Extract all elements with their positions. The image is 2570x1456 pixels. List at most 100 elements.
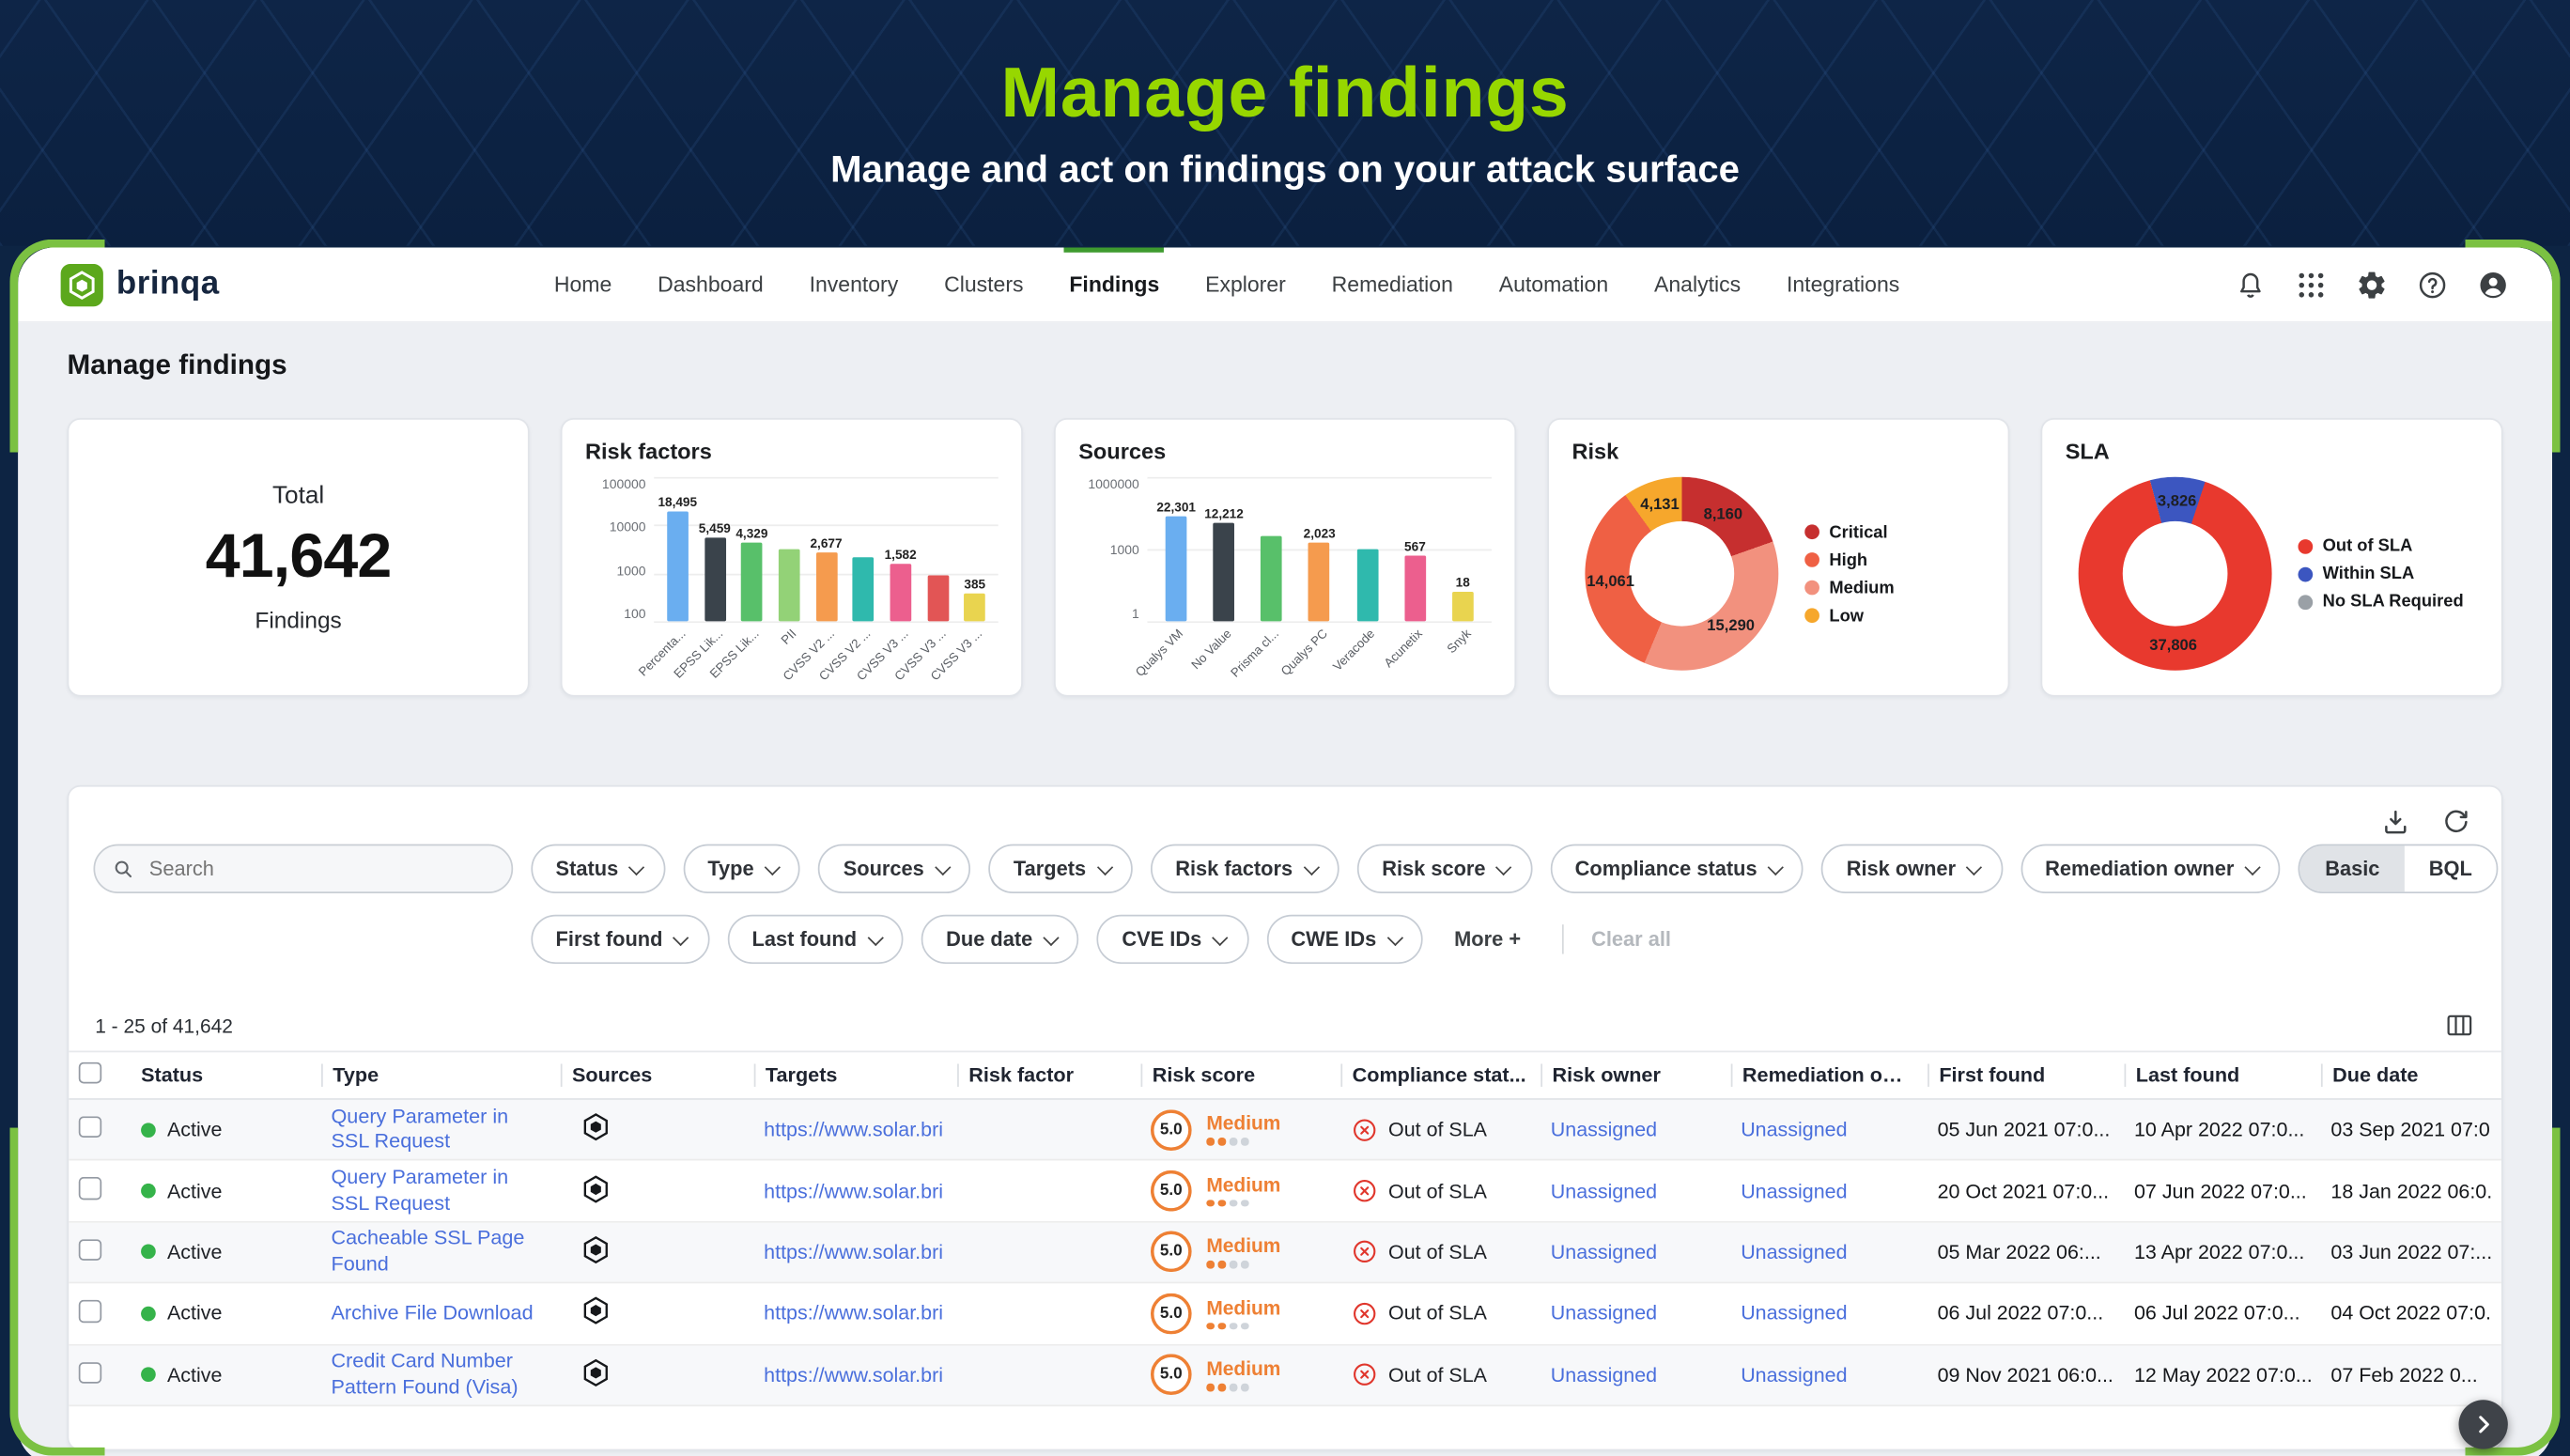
risk-legend: Critical High Medium Low [1804, 522, 1895, 626]
filter-chip-risk-score[interactable]: Risk score [1357, 844, 1533, 894]
filter-chip-due-date[interactable]: Due date [921, 914, 1080, 965]
brinqa-logo[interactable]: brinqa [60, 263, 220, 306]
nav-item-automation[interactable]: Automation [1498, 271, 1609, 297]
column-header-targets[interactable]: Targets [753, 1063, 957, 1087]
nav-item-dashboard[interactable]: Dashboard [658, 271, 764, 297]
out-of-sla-icon [1351, 1361, 1379, 1389]
filter-chip-remediation-owner[interactable]: Remediation owner [2020, 844, 2282, 894]
bar-qualys-pc [1308, 542, 1331, 622]
filter-chip-last-found[interactable]: Last found [727, 914, 904, 965]
refresh-icon[interactable] [2440, 807, 2471, 838]
bar-column: Prisma cl... [1229, 519, 1295, 680]
filter-chip-compliance-status[interactable]: Compliance status [1550, 844, 1804, 894]
finding-type-link[interactable]: Query Parameter in SSL Request [331, 1104, 509, 1154]
more-filters-button[interactable]: More + [1454, 927, 1522, 952]
remediation-owner-link[interactable]: Unassigned [1741, 1179, 1848, 1203]
filter-chip-risk-owner[interactable]: Risk owner [1821, 844, 2003, 894]
column-header-sources[interactable]: Sources [560, 1063, 754, 1087]
nav-item-home[interactable]: Home [553, 271, 612, 297]
column-header-due-date[interactable]: Due date [2320, 1063, 2491, 1087]
filter-chip-risk-factors[interactable]: Risk factors [1151, 844, 1339, 894]
risk-owner-link[interactable]: Unassigned [1550, 1118, 1658, 1141]
column-header-risk-owner[interactable]: Risk owner [1540, 1063, 1730, 1087]
filter-chip-first-found[interactable]: First found [531, 914, 710, 965]
nav-item-integrations[interactable]: Integrations [1786, 271, 1900, 297]
columns-icon[interactable] [2444, 1010, 2475, 1041]
filter-chip-cwe-ids[interactable]: CWE IDs [1266, 914, 1423, 965]
due-date-cell: 07 Feb 2022 0... [2330, 1363, 2478, 1386]
settings-gear-icon[interactable] [2356, 268, 2389, 301]
filter-chip-sources[interactable]: Sources [818, 844, 971, 894]
apps-grid-icon[interactable] [2295, 268, 2328, 301]
row-checkbox[interactable] [78, 1238, 101, 1262]
clear-all-button[interactable]: Clear all [1591, 927, 1671, 952]
column-header-compliance-stat[interactable]: Compliance stat... [1340, 1063, 1540, 1087]
severity-dots [1206, 1138, 1280, 1146]
nav-item-analytics[interactable]: Analytics [1654, 271, 1742, 297]
account-avatar-icon[interactable] [2477, 268, 2510, 301]
column-header-type[interactable]: Type [321, 1063, 561, 1087]
target-link[interactable]: https://www.solar.bri [764, 1240, 944, 1264]
filter-chip-cve-ids[interactable]: CVE IDs [1097, 914, 1248, 965]
row-checkbox[interactable] [78, 1299, 101, 1323]
brinqa-source-icon [581, 1111, 612, 1142]
row-checkbox[interactable] [78, 1177, 101, 1200]
type-cell: Query Parameter in SSL Request [321, 1105, 561, 1155]
risk-owner-link[interactable]: Unassigned [1550, 1240, 1658, 1264]
risk-owner-link[interactable]: Unassigned [1550, 1179, 1658, 1203]
view-toggle-basic[interactable]: Basic [2300, 845, 2405, 892]
filter-chip-label: Type [707, 857, 754, 881]
target-link[interactable]: https://www.solar.bri [764, 1302, 944, 1325]
column-header-risk-factor[interactable]: Risk factor [957, 1063, 1140, 1087]
target-link[interactable]: https://www.solar.bri [764, 1363, 944, 1386]
card-title: SLA [2065, 439, 2110, 464]
remediation-owner-link[interactable]: Unassigned [1741, 1363, 1848, 1386]
help-icon[interactable] [2416, 268, 2449, 301]
nav-item-explorer[interactable]: Explorer [1205, 271, 1286, 297]
sla-card: SLA 3,826 37,806 Out of SLA Within SLA No S… [2040, 417, 2503, 697]
out-of-sla-icon [1351, 1177, 1379, 1205]
row-checkbox[interactable] [78, 1116, 101, 1138]
bar-column: 567 Acunetix [1381, 539, 1439, 671]
remediation-owner-link[interactable]: Unassigned [1741, 1240, 1848, 1264]
risk-owner-link[interactable]: Unassigned [1550, 1363, 1658, 1386]
risk-donut-chart: 8,160 15,290 14,061 4,131 [1585, 476, 1779, 671]
nav-item-clusters[interactable]: Clusters [944, 271, 1024, 297]
filter-chip-type[interactable]: Type [683, 844, 801, 894]
remediation-owner-link[interactable]: Unassigned [1741, 1118, 1848, 1141]
target-link[interactable]: https://www.solar.bri [764, 1118, 944, 1141]
nav-item-findings[interactable]: Findings [1064, 247, 1164, 321]
finding-type-link[interactable]: Archive File Download [331, 1300, 534, 1324]
table-row: Active Archive File Download https://www.s… [69, 1283, 2501, 1345]
download-icon[interactable] [2380, 807, 2411, 838]
finding-type-link[interactable]: Cacheable SSL Page Found [331, 1227, 525, 1276]
view-toggle-bql[interactable]: BQL [2404, 845, 2497, 892]
page-body: Manage findings Total 41,642 Findings Ri… [18, 322, 2552, 1456]
filter-chip-targets[interactable]: Targets [988, 844, 1133, 894]
target-link[interactable]: https://www.solar.bri [764, 1179, 944, 1203]
search-input[interactable] [146, 855, 495, 882]
remediation-owner-link[interactable]: Unassigned [1741, 1302, 1848, 1325]
column-header-first-found[interactable]: First found [1928, 1063, 2124, 1087]
severity-dot [1217, 1322, 1226, 1330]
status-label: Active [166, 1302, 223, 1325]
next-page-button[interactable] [2458, 1400, 2508, 1449]
column-header-last-found[interactable]: Last found [2124, 1063, 2321, 1087]
notifications-bell-icon[interactable] [2234, 268, 2267, 301]
filter-chip-status[interactable]: Status [531, 844, 665, 894]
nav-item-remediation[interactable]: Remediation [1331, 271, 1453, 297]
column-header-remediation-own[interactable]: Remediation own... [1730, 1063, 1928, 1087]
row-checkbox[interactable] [78, 1361, 101, 1384]
nav-item-inventory[interactable]: Inventory [809, 271, 899, 297]
column-header-status[interactable]: Status [141, 1063, 204, 1087]
legend-label: Within SLA [2322, 564, 2415, 584]
x-axis-label: Prisma cl... [1228, 626, 1282, 681]
column-header-risk-score[interactable]: Risk score [1140, 1063, 1341, 1087]
compliance-label: Out of SLA [1388, 1240, 1487, 1264]
finding-type-link[interactable]: Query Parameter in SSL Request [331, 1165, 509, 1215]
compliance-cell: Out of SLA [1340, 1177, 1540, 1205]
risk-owner-link[interactable]: Unassigned [1550, 1302, 1658, 1325]
finding-type-link[interactable]: Credit Card Number Pattern Found (Visa) [331, 1349, 519, 1399]
gridline [654, 524, 999, 527]
select-all-checkbox[interactable] [78, 1061, 101, 1084]
